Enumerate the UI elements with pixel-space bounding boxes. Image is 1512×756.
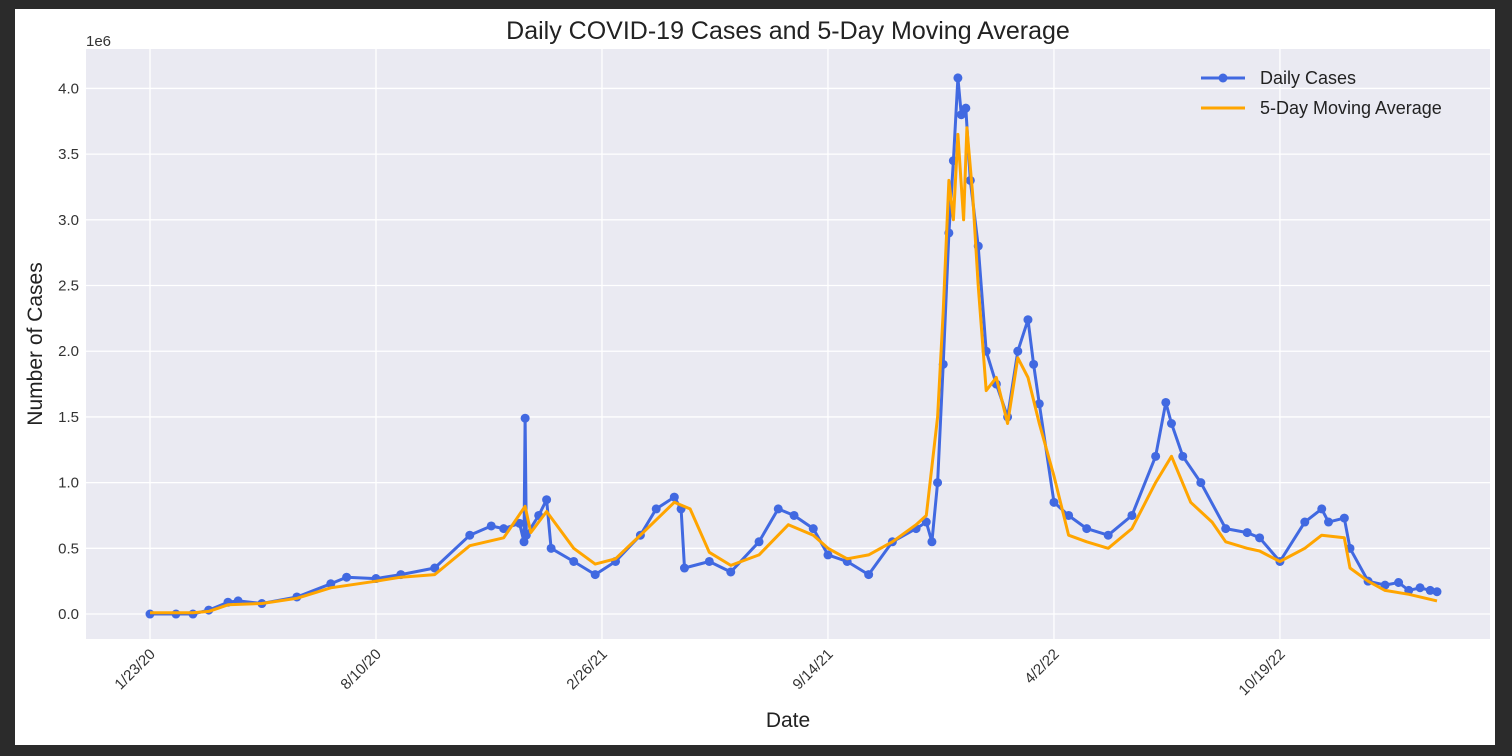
daily-cases-point <box>1034 399 1044 409</box>
daily-cases-point <box>953 73 963 83</box>
daily-cases-point <box>1023 315 1033 325</box>
legend: Daily Cases 5-Day Moving Average <box>1201 68 1442 118</box>
y-tick-label: 0.5 <box>58 540 79 557</box>
daily-cases-point <box>1425 585 1435 595</box>
y-tick-labels: 0.0 0.5 1.0 1.5 2.0 2.5 3.0 3.5 4.0 <box>58 80 79 623</box>
daily-cases-point <box>726 567 736 577</box>
daily-cases-point <box>1049 497 1059 507</box>
daily-cases-point <box>754 537 764 547</box>
y-tick-label: 2.5 <box>58 278 79 295</box>
daily-cases-point <box>1380 580 1390 590</box>
daily-cases-point <box>961 103 971 113</box>
daily-cases-point <box>590 570 600 580</box>
daily-cases-point <box>521 530 531 540</box>
daily-cases-point <box>1178 451 1188 461</box>
x-tick-label: 4/2/22 <box>1021 646 1063 688</box>
y-tick-label: 3.5 <box>58 146 79 163</box>
daily-cases-point <box>546 543 556 553</box>
daily-cases-point <box>1324 517 1334 527</box>
chart-frame: Daily COVID-19 Cases and 5-Day Moving Av… <box>15 9 1495 745</box>
daily-cases-point <box>514 518 524 528</box>
daily-cases-point <box>927 537 937 547</box>
y-tick-label: 1.5 <box>58 409 79 426</box>
daily-cases-point <box>1339 513 1349 523</box>
daily-cases-point <box>542 495 552 505</box>
y-offset-label: 1e6 <box>86 33 111 50</box>
daily-cases-point <box>956 110 966 120</box>
daily-cases-point <box>1300 517 1310 527</box>
daily-cases-point <box>808 524 818 534</box>
daily-cases-point <box>569 556 579 566</box>
plot-area <box>86 49 1490 639</box>
legend-label-moving-average: 5-Day Moving Average <box>1260 98 1442 118</box>
daily-cases-point <box>823 550 833 560</box>
daily-cases-point <box>789 510 799 520</box>
daily-cases-point <box>1127 510 1137 520</box>
x-tick-labels: 1/23/20 8/10/20 2/26/21 9/14/21 4/2/22 10/19/… <box>111 646 1288 699</box>
legend-label-daily: Daily Cases <box>1260 68 1356 88</box>
daily-cases-point <box>773 504 783 514</box>
y-tick-label: 2.0 <box>58 343 79 360</box>
x-tick-label: 9/14/21 <box>789 646 836 693</box>
daily-cases-point <box>499 524 509 534</box>
x-axis-label: Date <box>766 709 810 732</box>
daily-cases-point <box>1394 577 1404 587</box>
daily-cases-point <box>430 563 440 573</box>
daily-cases-point <box>1196 478 1206 488</box>
x-tick-label: 8/10/20 <box>337 646 384 693</box>
daily-cases-point <box>864 570 874 580</box>
daily-cases-point <box>651 504 661 514</box>
daily-cases-point <box>1064 510 1074 520</box>
daily-cases-point <box>520 413 530 423</box>
grid-lines <box>86 49 1490 639</box>
y-tick-label: 4.0 <box>58 80 79 97</box>
legend-marker-daily <box>1218 73 1228 83</box>
daily-cases-point <box>342 572 352 582</box>
daily-cases-point <box>704 556 714 566</box>
daily-cases-point <box>1151 451 1161 461</box>
y-tick-label: 3.0 <box>58 212 79 229</box>
daily-cases-point <box>1317 504 1327 514</box>
daily-cases-point <box>1242 528 1252 538</box>
daily-cases-point <box>1082 524 1092 534</box>
x-tick-label: 2/26/21 <box>563 646 610 693</box>
chart-svg: Daily COVID-19 Cases and 5-Day Moving Av… <box>24 17 1490 732</box>
series-moving-average <box>150 126 1438 615</box>
daily-cases-point <box>486 521 496 531</box>
y-tick-label: 1.0 <box>58 475 79 492</box>
y-tick-label: 0.0 <box>58 606 79 623</box>
moving-average-line <box>150 126 1438 615</box>
daily-cases-point <box>933 478 943 488</box>
daily-cases-point <box>1166 418 1176 428</box>
daily-cases-point <box>679 563 689 573</box>
daily-cases-point <box>1013 346 1023 356</box>
daily-cases-point <box>669 492 679 502</box>
daily-cases-point <box>1255 533 1265 543</box>
daily-cases-point <box>1432 587 1442 597</box>
x-tick-label: 10/19/22 <box>1235 646 1288 699</box>
y-axis-label: Number of Cases <box>24 262 47 425</box>
chart-title: Daily COVID-19 Cases and 5-Day Moving Av… <box>506 17 1070 45</box>
daily-cases-point <box>1161 397 1171 407</box>
daily-cases-point <box>1415 583 1425 593</box>
daily-cases-point <box>1103 530 1113 540</box>
daily-cases-point <box>465 530 475 540</box>
daily-cases-point <box>1221 524 1231 534</box>
x-tick-label: 1/23/20 <box>111 646 158 693</box>
daily-cases-point <box>1029 359 1039 369</box>
daily-cases-point <box>921 517 931 527</box>
